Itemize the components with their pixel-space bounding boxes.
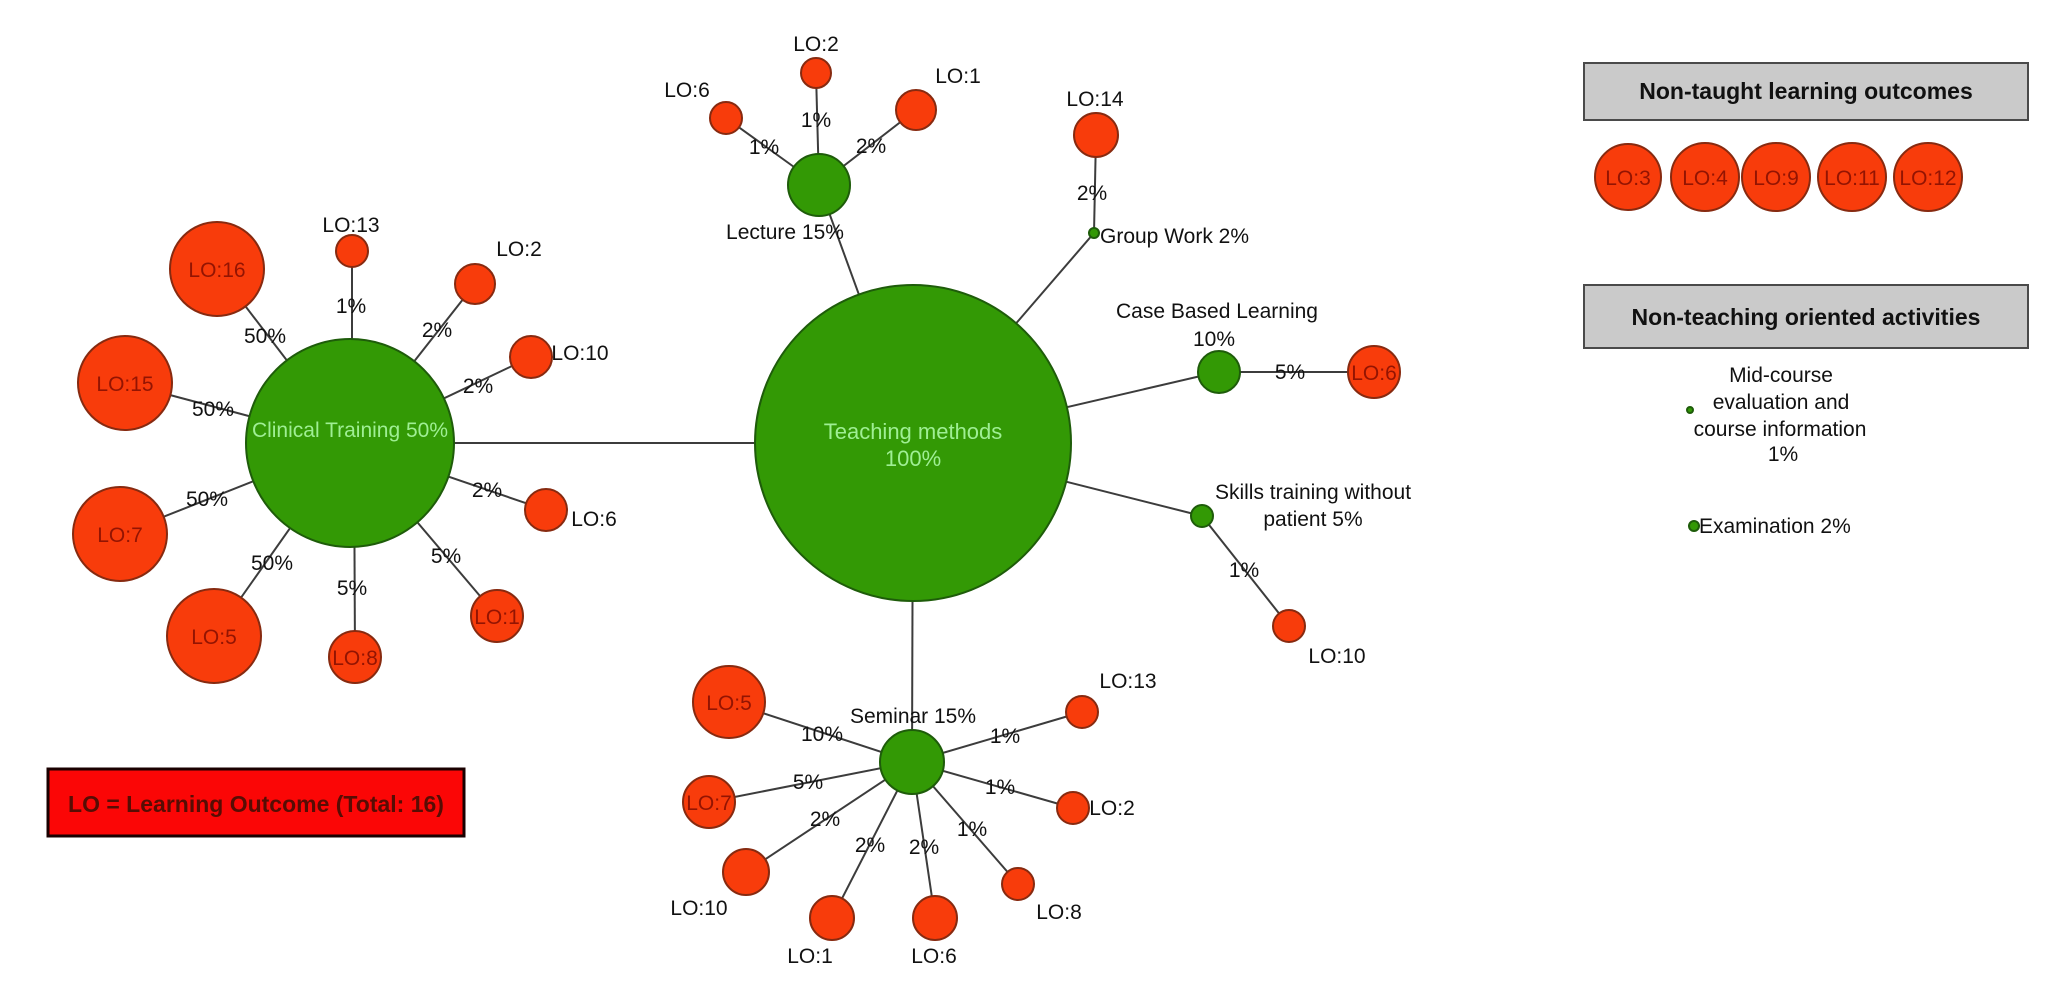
svg-text:5%: 5% [793,771,823,794]
svg-text:LO:6: LO:6 [911,945,957,968]
svg-text:Skills training without: Skills training without [1215,481,1411,504]
svg-text:Mid-course: Mid-course [1729,364,1833,387]
svg-text:LO:13: LO:13 [1099,670,1156,693]
svg-text:LO:3: LO:3 [1605,167,1651,190]
svg-text:5%: 5% [431,545,461,568]
svg-text:LO:10: LO:10 [551,342,608,365]
svg-text:1%: 1% [801,109,831,132]
svg-text:Lecture 15%: Lecture 15% [726,221,844,244]
svg-text:1%: 1% [985,776,1015,799]
svg-text:Non-taught learning outcomes: Non-taught learning outcomes [1639,78,1973,104]
svg-text:LO:8: LO:8 [332,647,378,670]
svg-text:Group Work 2%: Group Work 2% [1100,225,1249,248]
svg-text:2%: 2% [855,834,885,857]
svg-text:2%: 2% [463,375,493,398]
svg-text:10%: 10% [801,723,843,746]
svg-text:2%: 2% [1077,182,1107,205]
svg-text:1%: 1% [990,725,1020,748]
svg-text:2%: 2% [909,836,939,859]
svg-text:Non-teaching oriented activiti: Non-teaching oriented activities [1632,304,1981,330]
svg-text:1%: 1% [336,295,366,318]
svg-text:patient 5%: patient 5% [1263,508,1362,531]
svg-text:Examination 2%: Examination 2% [1699,515,1851,538]
svg-text:Teaching methods: Teaching methods [824,419,1003,444]
svg-text:LO:7: LO:7 [97,524,143,547]
svg-text:LO:5: LO:5 [191,626,237,649]
svg-text:LO:5: LO:5 [706,692,752,715]
svg-text:LO:12: LO:12 [1899,167,1956,190]
svg-text:evaluation and: evaluation and [1713,391,1850,414]
svg-text:2%: 2% [856,135,886,158]
svg-text:LO:9: LO:9 [1753,167,1799,190]
svg-text:50%: 50% [192,398,234,421]
svg-text:50%: 50% [186,488,228,511]
svg-text:LO:8: LO:8 [1036,901,1082,924]
svg-text:2%: 2% [422,319,452,342]
svg-text:1%: 1% [1768,443,1798,466]
svg-text:course information: course information [1694,418,1867,441]
svg-text:LO:6: LO:6 [571,508,617,531]
svg-text:LO:10: LO:10 [670,897,727,920]
svg-text:LO:16: LO:16 [188,259,245,282]
svg-text:Clinical Training 50%: Clinical Training 50% [252,419,448,442]
svg-text:LO:13: LO:13 [322,214,379,237]
svg-text:10%: 10% [1193,328,1235,351]
svg-text:LO:10: LO:10 [1308,645,1365,668]
svg-text:LO:6: LO:6 [664,79,710,102]
svg-text:LO:1: LO:1 [787,945,833,968]
svg-text:LO:14: LO:14 [1066,88,1124,111]
svg-text:LO:11: LO:11 [1824,167,1880,190]
svg-text:LO:2: LO:2 [1089,797,1135,820]
svg-text:2%: 2% [472,479,502,502]
svg-text:5%: 5% [1275,361,1305,384]
svg-text:LO:1: LO:1 [935,65,981,88]
svg-text:LO:6: LO:6 [1351,362,1397,385]
svg-text:LO:2: LO:2 [793,33,839,56]
svg-text:LO = Learning Outcome (Total:: LO = Learning Outcome (Total: 16) [68,791,444,817]
svg-text:50%: 50% [251,552,293,575]
svg-text:50%: 50% [244,325,286,348]
svg-text:1%: 1% [1229,559,1259,582]
svg-text:LO:15: LO:15 [96,373,153,396]
svg-text:Seminar 15%: Seminar 15% [850,705,976,728]
svg-text:5%: 5% [337,577,367,600]
svg-text:LO:7: LO:7 [686,792,732,815]
svg-text:LO:2: LO:2 [496,238,542,261]
svg-text:LO:4: LO:4 [1682,167,1728,190]
svg-text:2%: 2% [810,808,840,831]
svg-text:LO:1: LO:1 [474,606,520,629]
svg-text:100%: 100% [885,446,941,471]
svg-text:Case Based Learning: Case Based Learning [1116,300,1318,323]
svg-text:1%: 1% [749,136,779,159]
svg-text:1%: 1% [957,818,987,841]
